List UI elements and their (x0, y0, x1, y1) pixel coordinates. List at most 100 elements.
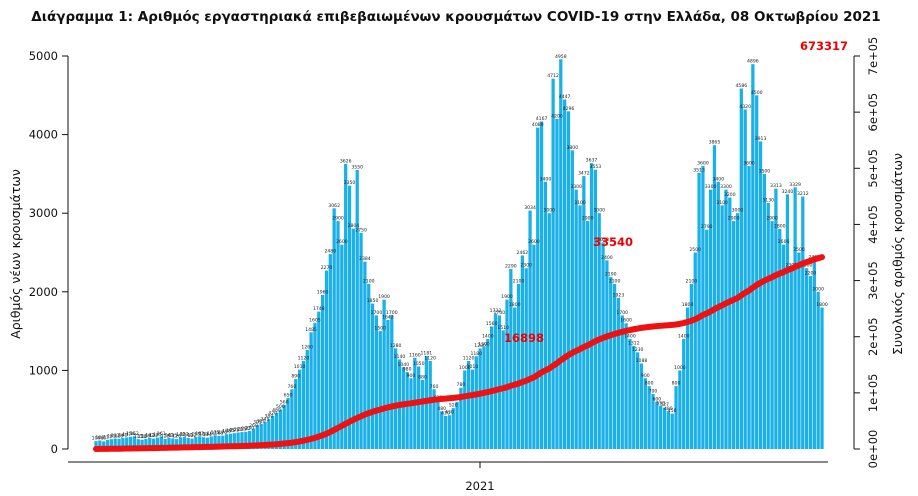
cumulative-cases-line (93, 254, 825, 452)
daily-cases-bar (524, 268, 528, 449)
bar-value-label: 142 (145, 432, 154, 438)
daily-cases-bar (732, 221, 736, 449)
bar-value-label: 4447 (559, 94, 571, 100)
bar-value-label: 3600 (743, 161, 755, 167)
bar-value-label: 145 (153, 432, 162, 438)
bar-value-label: 2300 (801, 263, 813, 269)
bar-value-label: 1120 (298, 355, 310, 361)
bar-value-label: 152 (180, 432, 189, 438)
bar-value-label: 3472 (578, 171, 590, 177)
bar-value-label: 3400 (540, 176, 552, 182)
bar-value-label: 162 (195, 431, 204, 437)
daily-cases-bar (121, 437, 125, 449)
bar-value-label: 160 (207, 431, 216, 437)
daily-cases-bar (720, 205, 724, 449)
daily-cases-bar (355, 169, 359, 449)
daily-cases-bar (390, 315, 394, 449)
bar-value-label: 1400 (678, 333, 690, 339)
daily-cases-bar (547, 213, 551, 449)
daily-cases-bar (159, 436, 163, 449)
y2-tick-label: 5e+05 (866, 149, 880, 188)
bar-value-label: 3000 (543, 208, 555, 214)
bar-value-label: 1050 (413, 361, 425, 367)
bar-value-label: 3130 (762, 197, 774, 203)
daily-cases-bar (609, 276, 613, 449)
daily-cases-bar (347, 185, 352, 449)
bar-value-label: 1280 (390, 343, 402, 349)
daily-cases-bar (205, 437, 210, 449)
y2-tick-label: 0e+00 (866, 430, 880, 469)
daily-cases-bar (674, 386, 678, 449)
final-cumulative-label: 673317 (800, 39, 848, 53)
bar-value-label: 100 (92, 436, 101, 442)
bar-value-label: 162 (130, 431, 139, 437)
bar-value-label: 4320 (739, 104, 751, 110)
bar-value-label: 890 (291, 374, 300, 380)
daily-cases-bar (666, 411, 670, 449)
daily-cases-bar (382, 299, 386, 449)
daily-cases-bar (167, 438, 171, 449)
bar-value-label: 2100 (363, 278, 375, 284)
daily-cases-bar (758, 141, 763, 449)
daily-cases-bar (490, 326, 494, 449)
daily-cases-bar (125, 437, 129, 449)
bar-value-label: 3000 (593, 208, 605, 214)
bar-value-label: 1500 (374, 326, 386, 332)
daily-cases-bar (509, 269, 513, 449)
daily-cases-bar (651, 393, 655, 449)
bar-value-label: 760 (430, 384, 439, 390)
daily-cases-bar (98, 440, 102, 449)
daily-cases-bar (255, 425, 259, 449)
daily-cases-bar (248, 430, 252, 449)
bar-value-label: 126 (172, 434, 181, 440)
bar-value-label: 2100 (513, 278, 525, 284)
bar-value-label: 2900 (728, 216, 740, 222)
bar-value-label: 480 (664, 406, 673, 412)
daily-cases-bar (662, 407, 667, 449)
bar-value-label: 1722 (490, 308, 502, 314)
bar-value-label: 2500 (689, 247, 701, 253)
bar-value-label: 3000 (732, 208, 744, 214)
bar-value-label: 2290 (505, 264, 517, 270)
daily-cases-bar (774, 188, 778, 449)
bar-value-label: 3800 (566, 145, 578, 151)
daily-cases-bar (543, 181, 548, 449)
daily-cases-bar (797, 252, 801, 449)
y2-tick-label: 2e+05 (866, 317, 880, 356)
daily-cases-bar (309, 332, 313, 449)
daily-cases-bar (317, 311, 321, 449)
daily-cases-bar (113, 438, 117, 449)
daily-cases-bar (685, 307, 690, 449)
daily-cases-bar (324, 270, 329, 449)
daily-cases-bar (712, 145, 717, 449)
bar-value-label: 1160 (409, 352, 421, 358)
bar-value-label: 3553 (590, 164, 602, 170)
bar-value-label: 1485 (305, 327, 317, 333)
daily-cases-bar (305, 349, 309, 449)
bar-value-label: 4586 (735, 83, 747, 89)
daily-cases-bar (793, 187, 797, 449)
bar-value-label: 345 (261, 416, 270, 422)
bar-value-label: 155 (191, 431, 200, 437)
daily-cases-bar (271, 415, 275, 449)
bar-value-label: 1120 (463, 355, 475, 361)
bar-value-label: 156 (126, 431, 135, 437)
daily-cases-bar (328, 254, 332, 449)
daily-cases-bar (520, 255, 525, 449)
bar-value-label: 2462 (517, 250, 529, 256)
daily-cases-bar (340, 244, 344, 449)
daily-cases-bar (628, 338, 632, 449)
daily-cases-bar (724, 189, 728, 449)
bar-value-label: 1260 (301, 344, 313, 350)
bar-value-label: 150 (199, 432, 208, 438)
daily-cases-bar (762, 173, 767, 449)
bar-value-label: 780 (457, 382, 466, 388)
bar-value-label: 3300 (705, 184, 717, 190)
bar-value-label: 125 (107, 434, 116, 440)
daily-cases-bar (589, 163, 594, 449)
bar-value-label: 2800 (774, 223, 786, 229)
x-tick-label: 2021 (465, 479, 494, 493)
daily-cases-bar (459, 387, 463, 449)
y2-tick-label: 1e+05 (866, 374, 880, 413)
bar-value-label: 148 (176, 432, 185, 438)
